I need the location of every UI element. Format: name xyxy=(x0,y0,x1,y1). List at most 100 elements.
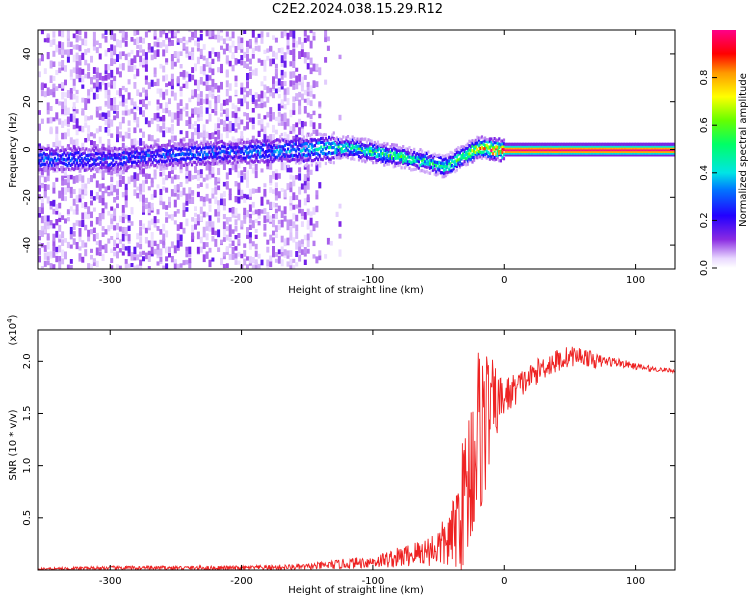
spectrogram-ridge-cell xyxy=(222,149,225,153)
spectrogram-noise-cell xyxy=(289,109,293,118)
spectrogram-noise-cell xyxy=(113,109,117,114)
spectrogram-ridge-cell xyxy=(421,156,424,160)
spectrogram-noise-cell xyxy=(116,195,119,200)
spectrogram-ridge-cell xyxy=(635,146,638,150)
spectrogram-noise-cell xyxy=(225,98,229,106)
spectrogram-ridge-cell xyxy=(502,147,506,151)
spectrogram-ridge-cell xyxy=(408,151,411,155)
spectrogram-noise-cell xyxy=(156,105,160,111)
spectrogram-ridge-cell xyxy=(162,143,165,147)
spectrogram-ridge-cell xyxy=(391,160,394,164)
spectrogram-noise-cell xyxy=(263,188,267,197)
spectrogram-noise-cell xyxy=(90,190,93,196)
spectrogram-ridge-cell xyxy=(238,146,241,150)
spectrogram-ridge-cell xyxy=(49,167,52,171)
spectrogram-ridge-cell xyxy=(359,150,362,155)
spectrogram-noise-cell xyxy=(113,185,117,193)
spectrogram-noise-cell xyxy=(176,40,180,45)
spectrogram-ridge-cell xyxy=(116,156,119,160)
spectrogram-noise-cell xyxy=(222,198,226,206)
spectrogram-ridge-cell xyxy=(610,142,613,146)
spectrogram-ridge-cell xyxy=(359,137,362,141)
spectrogram-noise-cell xyxy=(165,83,169,88)
spectrogram-ridge-cell xyxy=(301,143,304,147)
spectrogram-ridge-cell xyxy=(629,151,632,155)
spectrogram-ridge-cell xyxy=(528,153,531,157)
spectrogram-ridge-cell xyxy=(540,142,543,146)
spectrogram-ridge-cell xyxy=(113,166,116,170)
spectrogram-noise-cell xyxy=(269,45,273,52)
spectrogram-ridge-cell xyxy=(532,142,536,146)
spectrogram-ridge-cell xyxy=(506,149,509,153)
spectrogram-ridge-cell xyxy=(227,155,230,159)
spectrogram-ridge-cell xyxy=(569,142,572,146)
spectrogram-noise-cell xyxy=(159,229,163,235)
spectrogram-noise-cell xyxy=(292,48,296,57)
spectrogram-noise-cell xyxy=(170,130,174,135)
spectrogram-noise-cell xyxy=(185,111,189,117)
spectrogram-ridge-cell xyxy=(488,154,491,158)
spectrogram-noise-cell xyxy=(194,79,197,86)
spectrogram-noise-cell xyxy=(43,83,47,88)
spectrogram-noise-cell xyxy=(246,40,249,47)
spectrogram-noise-cell xyxy=(211,33,215,40)
spectrogram-ridge-cell xyxy=(553,146,556,150)
spectrogram-ridge-cell xyxy=(99,156,102,161)
spectrogram-ridge-cell xyxy=(570,146,573,150)
spectrogram-noise-cell xyxy=(173,31,177,37)
snr-y-multiplier-base: (x10 xyxy=(8,323,19,346)
spectrogram-ridge-cell xyxy=(493,146,496,150)
spectrogram-noise-cell xyxy=(179,138,183,147)
spectrogram-noise-cell xyxy=(156,112,160,119)
spectrogram-ridge-cell xyxy=(473,158,476,162)
spectrogram-ridge-cell xyxy=(480,135,484,139)
spectrogram-ridge-cell xyxy=(392,159,395,163)
spectrogram-noise-cell xyxy=(231,40,235,48)
spectrogram-ridge-cell xyxy=(515,153,518,157)
spectrogram-ridge-cell xyxy=(640,148,643,152)
spectrogram-noise-cell xyxy=(283,238,287,247)
spectrogram-ridge-cell xyxy=(69,168,72,172)
spectrogram-ridge-cell xyxy=(430,169,433,173)
spectrogram-noise-cell xyxy=(61,231,65,239)
spectrogram-noise-cell xyxy=(306,81,310,87)
spectrogram-ridge-cell xyxy=(99,160,102,164)
spectrogram-ridge-cell xyxy=(584,153,588,157)
spectrogram-ridge-cell xyxy=(291,154,294,158)
spectrogram-ridge-cell xyxy=(616,146,619,150)
spectrogram-ridge-cell xyxy=(132,165,135,169)
spectrogram-ridge-cell xyxy=(588,153,591,157)
spectrogram-ridge-cell xyxy=(581,144,584,148)
spectrogram-ridge-cell xyxy=(477,143,480,147)
spectrogram-ridge-cell xyxy=(276,138,279,142)
spectrogram-ridge-cell xyxy=(75,148,78,152)
spectrogram-ridge-cell xyxy=(217,140,220,144)
spectrogram-ridge-cell xyxy=(351,144,354,148)
spectrogram-ridge-cell xyxy=(463,150,466,154)
spectrogram-ridge-cell xyxy=(77,163,80,168)
spectrogram-noise-cell xyxy=(217,123,221,129)
spectrogram-noise-cell xyxy=(286,47,290,55)
spectrogram-noise-cell xyxy=(87,133,91,142)
snr-frame xyxy=(37,329,676,571)
spectrogram-ridge-cell xyxy=(630,153,633,157)
spectrogram-noise-cell xyxy=(55,126,59,134)
spectrogram-ridge-cell xyxy=(301,138,304,142)
spectrogram-noise-cell xyxy=(303,165,307,170)
spectrogram-ridge-cell xyxy=(164,160,167,164)
spectrogram-noise-cell xyxy=(298,240,302,247)
spectrogram-ridge-cell xyxy=(514,151,517,155)
spectrogram-noise-cell xyxy=(75,204,79,211)
spectrogram-ridge-cell xyxy=(474,150,477,154)
spectrogram-ridge-cell xyxy=(211,147,214,151)
spectrogram-ridge-cell xyxy=(350,157,353,161)
spectrogram-noise-cell xyxy=(165,256,169,262)
spectrogram-ridge-cell xyxy=(170,153,173,158)
spectrogram-ridge-cell xyxy=(543,142,547,146)
spectrogram-noise-cell xyxy=(179,241,183,247)
spectrogram-ridge-cell xyxy=(627,151,630,155)
spectrogram-ridge-cell xyxy=(413,163,416,167)
spectrogram-noise-cell xyxy=(292,135,296,141)
spectrogram-ridge-cell xyxy=(491,147,495,151)
spectrogram-noise-cell xyxy=(58,30,62,37)
